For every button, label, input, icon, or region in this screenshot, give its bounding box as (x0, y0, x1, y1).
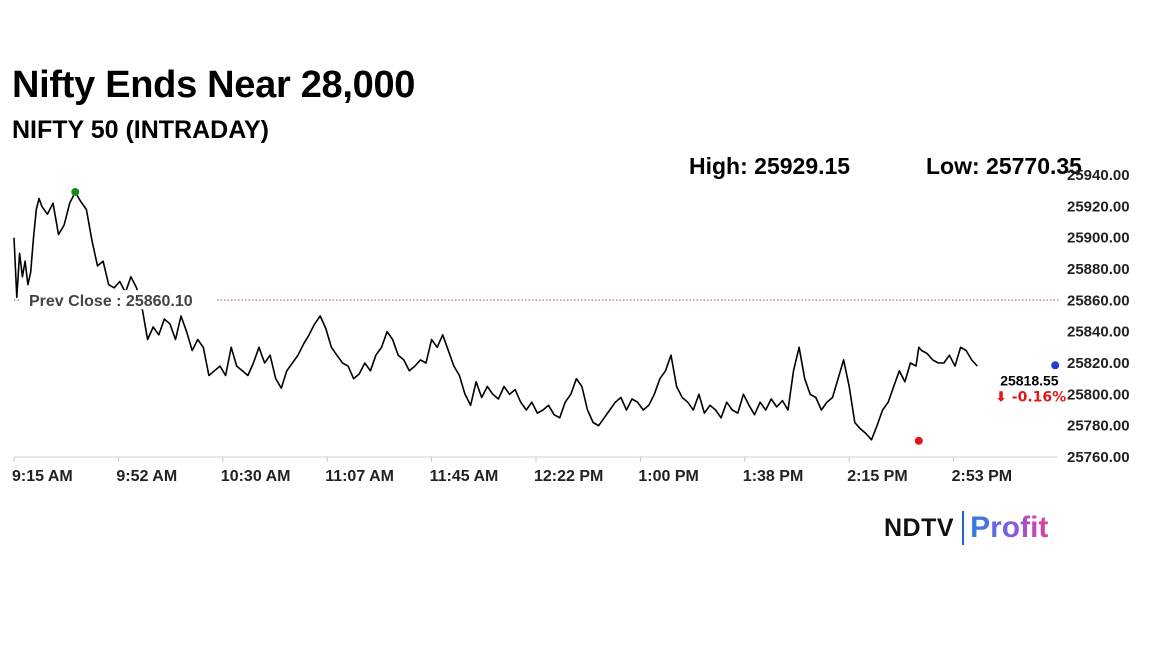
x-tick-label: 9:52 AM (116, 468, 177, 485)
last-value-bg (995, 369, 1058, 408)
y-tick-label: 25900.00 (1067, 230, 1130, 247)
y-tick-label: 25800.00 (1067, 386, 1130, 403)
y-tick-label: 25820.00 (1067, 355, 1130, 372)
y-tick-label: 25840.00 (1067, 324, 1130, 341)
y-tick-label: 25760.00 (1067, 449, 1130, 466)
y-tick-label: 25880.00 (1067, 261, 1130, 278)
high-point-marker (71, 187, 80, 196)
x-tick-label: 9:15 AM (12, 468, 73, 485)
y-tick-label: 25860.00 (1067, 292, 1130, 309)
x-tick-label: 12:22 PM (534, 468, 603, 485)
x-tick-label: 2:15 PM (847, 468, 907, 485)
prev-close-label: Prev Close : 25860.10 (29, 293, 193, 310)
y-tick-label: 25940.00 (1067, 167, 1130, 184)
x-tick-label: 11:07 AM (325, 468, 394, 485)
y-tick-label: 25780.00 (1067, 418, 1130, 435)
x-tick-label: 1:00 PM (638, 468, 698, 485)
y-tick-label: 25920.00 (1067, 198, 1130, 215)
logo-profit-text: Profit (970, 511, 1049, 544)
x-tick-label: 10:30 AM (221, 468, 291, 485)
x-tick-label: 1:38 PM (743, 468, 803, 485)
last-value-label: 25818.55 (1000, 372, 1059, 388)
page-title: Nifty Ends Near 28,000 (12, 64, 416, 106)
chart-subtitle: NIFTY 50 (INTRADAY) (12, 116, 269, 144)
logo-ndtv-text: NDTV (884, 513, 955, 542)
low-stat: Low: 25770.35 (926, 153, 1082, 179)
high-stat: High: 25929.15 (689, 153, 851, 179)
low-point-marker (914, 436, 923, 445)
x-tick-label: 2:53 PM (952, 468, 1012, 485)
last-point-marker (1051, 361, 1060, 370)
logo-divider (962, 511, 965, 545)
last-change-label: ⬇ -0.16% (995, 389, 1066, 405)
nifty-price-line (13, 191, 978, 441)
prev-close-label-bg (20, 290, 216, 310)
x-tick-label: 11:45 AM (430, 468, 499, 485)
ndtv-profit-logo: NDTV Profit (884, 508, 1048, 548)
